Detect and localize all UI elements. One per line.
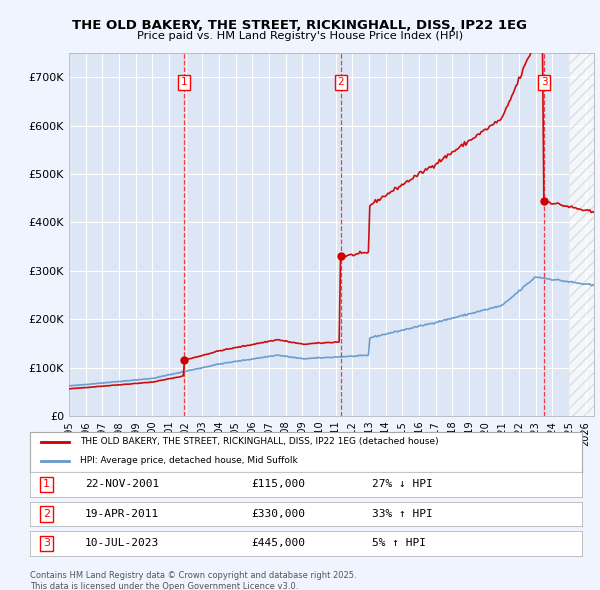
Text: 3: 3 <box>541 77 548 87</box>
Text: Contains HM Land Registry data © Crown copyright and database right 2025.
This d: Contains HM Land Registry data © Crown c… <box>30 571 356 590</box>
Text: 19-APR-2011: 19-APR-2011 <box>85 509 160 519</box>
Bar <box>569 53 594 416</box>
Text: THE OLD BAKERY, THE STREET, RICKINGHALL, DISS, IP22 1EG (detached house): THE OLD BAKERY, THE STREET, RICKINGHALL,… <box>80 437 439 447</box>
Text: THE OLD BAKERY, THE STREET, RICKINGHALL, DISS, IP22 1EG: THE OLD BAKERY, THE STREET, RICKINGHALL,… <box>73 19 527 32</box>
Text: 10-JUL-2023: 10-JUL-2023 <box>85 539 160 548</box>
Text: 1: 1 <box>43 480 50 489</box>
Text: 2: 2 <box>337 77 344 87</box>
Text: 1: 1 <box>181 77 187 87</box>
Text: 22-NOV-2001: 22-NOV-2001 <box>85 480 160 489</box>
Text: HPI: Average price, detached house, Mid Suffolk: HPI: Average price, detached house, Mid … <box>80 456 298 466</box>
Text: 3: 3 <box>43 539 50 548</box>
Text: £445,000: £445,000 <box>251 539 305 548</box>
Text: £330,000: £330,000 <box>251 509 305 519</box>
Text: 2: 2 <box>43 509 50 519</box>
Text: £115,000: £115,000 <box>251 480 305 489</box>
Text: 33% ↑ HPI: 33% ↑ HPI <box>372 509 433 519</box>
Text: 27% ↓ HPI: 27% ↓ HPI <box>372 480 433 489</box>
Text: 5% ↑ HPI: 5% ↑ HPI <box>372 539 426 548</box>
Text: Price paid vs. HM Land Registry's House Price Index (HPI): Price paid vs. HM Land Registry's House … <box>137 31 463 41</box>
